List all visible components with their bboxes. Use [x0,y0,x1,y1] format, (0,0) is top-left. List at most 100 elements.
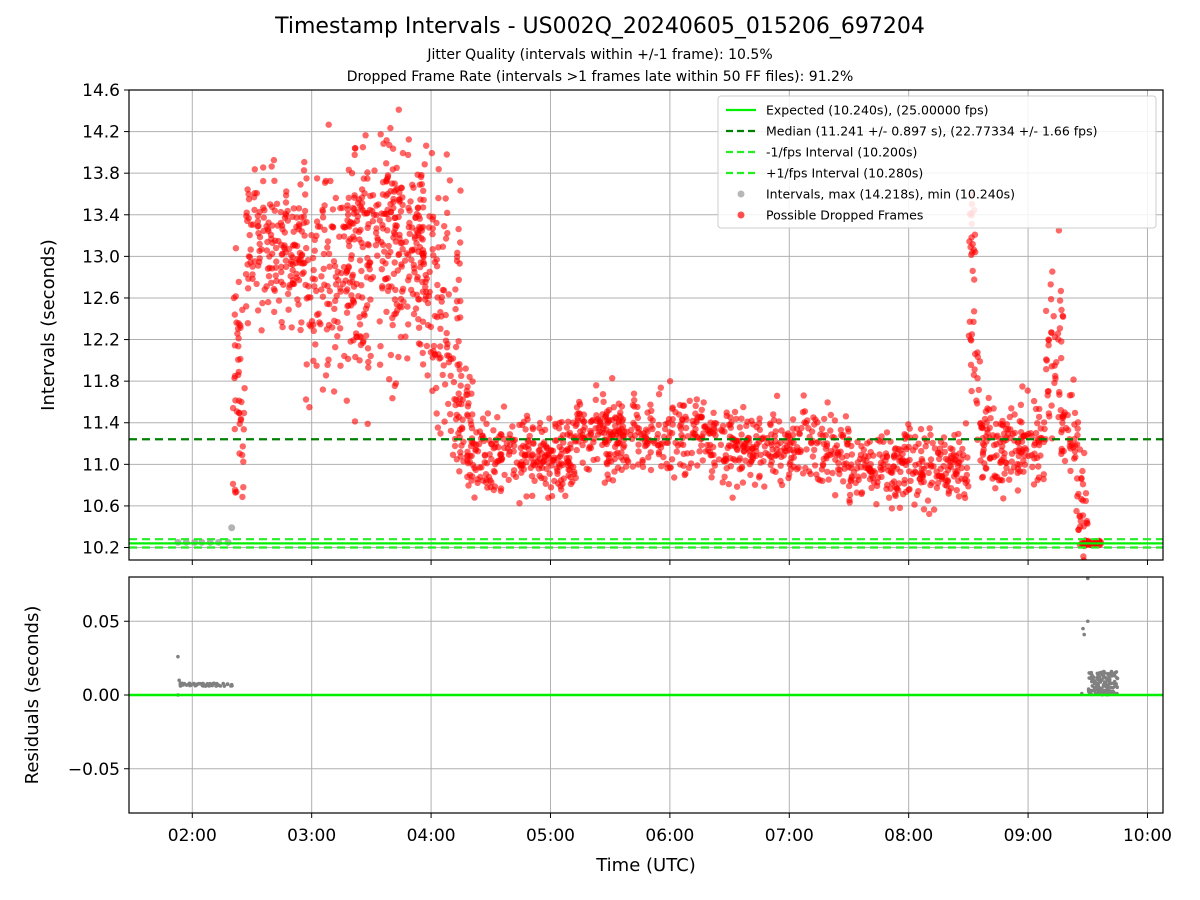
dropped-frame-point [484,410,492,417]
dropped-frame-point [389,395,396,402]
dropped-frame-point [971,366,978,373]
dropped-frame-point [647,466,655,474]
dropped-frame-point [878,466,885,474]
dropped-frame-point [466,458,473,465]
dropped-frame-point [822,432,829,439]
dropped-frame-point [431,258,439,266]
intervals-plot-area [129,106,1163,560]
dropped-frame-point [253,280,260,288]
dropped-frame-point [424,372,431,379]
dropped-frame-point [947,445,954,452]
dropped-frame-point [324,244,331,251]
legend-label: Intervals, max (14.218s), min (10.240s) [766,187,1015,202]
dropped-frame-point [361,190,368,197]
dropped-frame-point [668,456,676,463]
dropped-frame-point [379,191,387,198]
dropped-frame-point [405,223,412,231]
dropped-frame-point [445,291,452,298]
dropped-frame-point [733,415,740,423]
dropped-frame-point [885,494,893,501]
dropped-frame-point [429,225,436,232]
dropped-frame-point [397,239,404,247]
dropped-frame-point [358,282,365,289]
dropped-frame-point [261,286,268,293]
dropped-frame-point [319,214,327,221]
dropped-frame-point [311,247,318,254]
dropped-frame-point [272,272,279,279]
dropped-frame-point [293,223,300,231]
dropped-frame-point [354,213,361,220]
dropped-frame-point [555,425,563,432]
dropped-frame-point [671,474,678,481]
dropped-frame-point [230,294,238,302]
dropped-frame-point [536,472,543,479]
dropped-frame-point [768,453,775,460]
dropped-frame-point [298,228,305,235]
dropped-frame-point [827,427,834,434]
dropped-frame-point [268,279,275,286]
dropped-frame-point [722,452,729,459]
dropped-frame-point [247,259,254,266]
dropped-frame-point [332,297,339,304]
dropped-frame-point [443,344,451,351]
dropped-frame-point [412,214,419,222]
dropped-frame-point [878,473,885,481]
dropped-frame-point [398,263,405,270]
dropped-frame-point [1076,446,1084,453]
y-tick-label: 13.4 [82,206,120,226]
y-tick-label: 13.0 [82,247,120,267]
dropped-frame-point [541,426,549,433]
dropped-frame-point [925,469,932,477]
dropped-frame-point [410,310,418,318]
dropped-frame-point [266,253,273,260]
dropped-frame-point [465,482,472,489]
dropped-frame-point [956,438,963,446]
dropped-frame-point [738,431,745,438]
dropped-frame-point [421,161,428,168]
dropped-frame-point [778,427,785,434]
dropped-frame-point [468,390,475,397]
dropped-frame-point [364,175,371,182]
dropped-frame-point [408,256,415,263]
dropped-frame-point [338,269,345,277]
dropped-frame-point [574,417,581,424]
dropped-frame-point [347,255,355,263]
dropped-frame-point [960,451,967,459]
dropped-frame-point [797,448,804,456]
dropped-frame-point [356,257,364,264]
dropped-frame-point [479,415,487,422]
dropped-frame-point [1047,296,1055,303]
dropped-frame-point [399,149,407,157]
dropped-frame-point [1051,362,1058,369]
dropped-frame-point [990,441,998,449]
dropped-frame-point [825,476,832,483]
dropped-frame-point [282,257,290,264]
dropped-frame-point [442,337,450,344]
dropped-frame-point [812,416,819,423]
dropped-frame-point [553,465,560,472]
dropped-frame-point [384,174,392,181]
dropped-frame-point [429,387,436,394]
dropped-frame-point [630,390,638,397]
dropped-frame-point [271,207,278,214]
dropped-frame-point [512,473,520,481]
dropped-frame-point [298,214,305,221]
interval-point [228,524,236,532]
dropped-frame-point [639,463,647,471]
legend-swatch [737,190,745,198]
dropped-frame-point [497,487,504,494]
residual-point [193,683,198,688]
dropped-frame-point [415,316,422,323]
dropped-frame-point [1030,397,1038,405]
dropped-frame-point [468,452,475,460]
dropped-frame-point [454,361,461,369]
dropped-frame-point [837,426,845,434]
dropped-frame-point [689,429,697,437]
dropped-frame-point [326,300,333,308]
dropped-frame-point [273,277,280,285]
dropped-frame-point [588,429,595,436]
residual-point [1085,619,1090,624]
dropped-frame-point [340,233,348,240]
dropped-frame-point [846,491,854,499]
y-tick-label: 14.2 [82,123,120,143]
